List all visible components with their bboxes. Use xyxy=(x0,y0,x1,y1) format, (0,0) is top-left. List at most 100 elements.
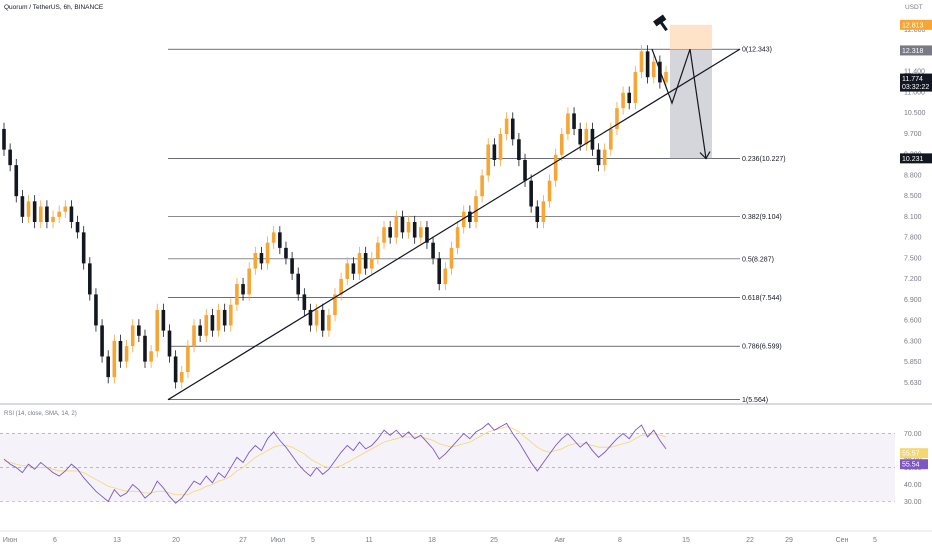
x-tick-label: 5 xyxy=(311,537,315,544)
fib-level-label: 0.236(10.227) xyxy=(742,156,786,163)
candle xyxy=(100,325,104,357)
hammer-icon xyxy=(653,14,668,32)
currency-label: USDT xyxy=(905,4,923,11)
candle xyxy=(363,253,368,269)
candle xyxy=(253,253,258,269)
rsi-sma-line xyxy=(3,426,667,496)
x-tick-label: Июл xyxy=(271,537,285,544)
candle xyxy=(259,253,264,264)
rsi-y-tick-label: 70.00 xyxy=(904,431,922,438)
rsi-value-tag xyxy=(900,459,928,470)
candle xyxy=(639,51,644,73)
fib-level-label: 0.786(6.599) xyxy=(742,344,782,351)
y-tick-label: 6.900 xyxy=(904,297,922,304)
candle xyxy=(474,196,478,223)
candle xyxy=(51,216,55,223)
candle xyxy=(81,232,86,264)
candle xyxy=(265,242,270,264)
candle xyxy=(651,61,656,78)
candle xyxy=(198,325,202,336)
candle xyxy=(498,134,503,160)
candle xyxy=(382,227,386,243)
y-tick-label: 6.300 xyxy=(904,338,922,345)
candle xyxy=(88,263,92,295)
candle xyxy=(535,206,540,223)
candle xyxy=(155,309,160,352)
price-tag-label: 12.318 xyxy=(902,48,924,55)
candle xyxy=(566,113,570,135)
candle xyxy=(137,325,141,336)
y-tick-label: 7.800 xyxy=(904,235,922,242)
candle xyxy=(406,222,411,233)
candle xyxy=(547,180,552,202)
candle xyxy=(480,175,484,197)
x-tick-label: 13 xyxy=(113,537,121,544)
candle xyxy=(357,253,362,274)
y-tick-label: 7.200 xyxy=(904,276,922,283)
candle xyxy=(308,309,313,326)
candle xyxy=(333,294,337,316)
x-tick-label: 15 xyxy=(682,537,690,544)
price-tag xyxy=(900,45,932,56)
candle xyxy=(609,128,613,150)
candle xyxy=(161,309,166,331)
price-tag xyxy=(900,81,932,92)
fib-level-label: 0(12.343) xyxy=(742,47,772,54)
candle xyxy=(216,309,221,331)
rsi-line xyxy=(3,422,667,504)
fib-level-label: 1(5.564) xyxy=(742,397,768,404)
candle xyxy=(523,159,527,181)
rsi-y-tick-label: 40.00 xyxy=(904,482,922,489)
candle xyxy=(645,51,650,78)
candle xyxy=(149,351,153,362)
candle xyxy=(143,335,147,362)
rsi-y-tick-label: 30.00 xyxy=(904,499,922,506)
candle xyxy=(14,165,19,197)
price-tag xyxy=(900,73,932,84)
candle xyxy=(63,206,68,212)
y-tick-label: 11.000 xyxy=(904,89,925,96)
candle xyxy=(20,196,25,217)
y-tick-label: 5.630 xyxy=(904,380,922,387)
x-tick-label: Авг xyxy=(555,537,566,544)
candle xyxy=(461,211,466,228)
candle xyxy=(57,211,61,217)
price-tag-label: 12.813 xyxy=(902,22,924,29)
x-tick-label: 8 xyxy=(618,537,622,544)
x-tick-label: 27 xyxy=(239,537,247,544)
candle xyxy=(559,134,564,155)
x-tick-label: 25 xyxy=(490,537,498,544)
candle xyxy=(584,128,589,145)
candle xyxy=(2,128,6,150)
candle xyxy=(290,258,294,274)
candle xyxy=(278,232,282,248)
y-tick-label: 12.800 xyxy=(904,27,926,34)
x-tick-label: 5 xyxy=(873,537,877,544)
candle xyxy=(241,284,245,295)
y-tick-label: 5.850 xyxy=(904,359,922,366)
candle xyxy=(69,206,74,223)
candle xyxy=(633,72,638,104)
price-tag-label: 03:32:22 xyxy=(902,84,929,91)
candle xyxy=(602,149,607,166)
candle xyxy=(419,227,423,238)
candle xyxy=(431,242,435,259)
candle xyxy=(235,284,239,305)
forecast-arrow xyxy=(699,151,711,160)
candle xyxy=(339,278,343,295)
x-tick-label: 29 xyxy=(785,537,793,544)
fib-level-label: 0.5(8.287) xyxy=(742,256,774,263)
candle xyxy=(529,180,533,207)
candle xyxy=(541,201,546,223)
x-tick-label: 18 xyxy=(428,537,436,544)
candle xyxy=(504,118,509,135)
candle xyxy=(192,325,196,347)
candle xyxy=(517,139,521,160)
candle xyxy=(455,227,460,248)
candle xyxy=(284,247,288,259)
price-tag-label: 10.231 xyxy=(902,156,924,163)
candle xyxy=(130,325,135,347)
fib-level-label: 0.382(9.104) xyxy=(742,214,782,221)
